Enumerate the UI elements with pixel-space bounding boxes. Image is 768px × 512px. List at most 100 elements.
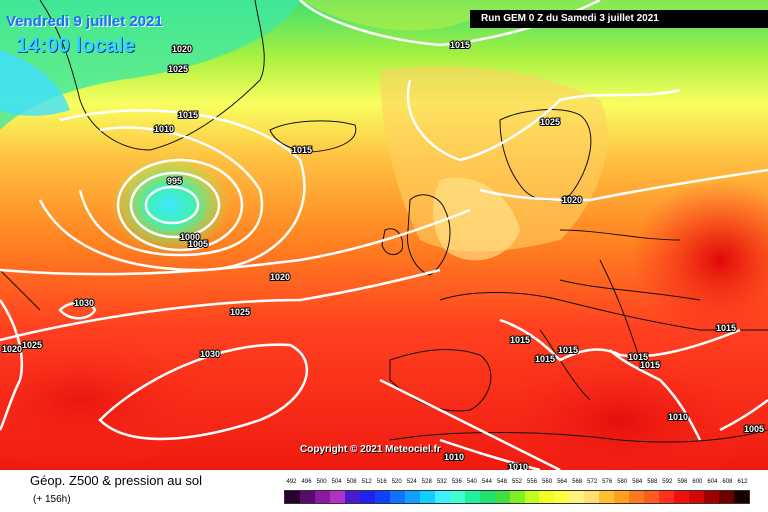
color-scale-swatch: [509, 491, 525, 503]
isobar-label: 1005: [744, 424, 764, 434]
isobar-1015-europe: [499, 318, 741, 362]
color-scale-swatch: [344, 491, 360, 503]
isobar-label: 1025: [22, 340, 42, 350]
isobar-1010-balkans: [609, 349, 702, 441]
color-scale-swatch: [539, 491, 555, 503]
isobar-label: 1015: [558, 345, 578, 355]
ireland-coast: [381, 228, 404, 256]
isobar-label: 1020: [562, 195, 582, 205]
isobar-1020-low: [0, 208, 471, 276]
color-scale-label: 552: [511, 479, 522, 485]
color-scale-label: 496: [301, 479, 312, 485]
isobar-label: 1015: [716, 323, 736, 333]
color-scale-swatch: [374, 491, 390, 503]
isobar-label: 1010: [444, 452, 464, 462]
isobars: [0, 0, 768, 470]
color-scale-label: 492: [286, 479, 297, 485]
isobar-1010: [78, 126, 263, 257]
isobar-label: 1010: [668, 412, 688, 422]
color-scale-label: 516: [376, 479, 387, 485]
color-scale-swatch: [479, 491, 495, 503]
isobar-1015-iberia: [379, 378, 561, 470]
isobar-label: 995: [167, 176, 182, 186]
isobar-label: 1020: [2, 344, 22, 354]
isobar-labels: 1020 1025 1015 1010 995 1000 1005 1015 1…: [1, 39, 765, 470]
isobar-1000: [129, 171, 221, 239]
isobar-label: 1015: [450, 40, 470, 50]
color-scale-label: 564: [557, 479, 568, 485]
z500-hot-region-south: [480, 350, 760, 470]
color-scale-swatch: [584, 491, 600, 503]
color-scale-swatch: [614, 491, 630, 503]
isobar-label: 1010: [154, 124, 174, 134]
isobar-1030-small: [58, 301, 97, 320]
color-scale-label: 556: [527, 479, 538, 485]
color-scale-swatch: [464, 491, 480, 503]
isobar-label: 1010: [508, 462, 528, 470]
z500-hot-region-west: [0, 330, 220, 470]
color-scale-label: 576: [602, 479, 613, 485]
color-scale-swatch: [419, 491, 435, 503]
weather-map: 1020 1025 1015 1010 995 1000 1005 1015 1…: [0, 0, 768, 470]
color-scale-label: 548: [496, 479, 507, 485]
greenland-coast: [39, 0, 265, 151]
color-scale-label: 568: [572, 479, 583, 485]
iceland-coast: [269, 120, 357, 153]
isobar-1030-atlantic: [98, 343, 308, 441]
color-scale-label: 580: [617, 479, 628, 485]
isobar-1005: [116, 158, 244, 252]
color-scale-label: 600: [692, 479, 703, 485]
color-scale-swatch: [524, 491, 540, 503]
color-scale-label: 540: [466, 479, 477, 485]
color-scale-swatch: [404, 491, 420, 503]
coastlines: [0, 0, 768, 443]
z500-green-region: [0, 0, 300, 130]
newfoundland-coast: [0, 269, 41, 311]
isobar-label: 1015: [640, 360, 660, 370]
map-title: Géop. Z500 & pression au sol: [30, 473, 202, 488]
color-scale-swatch: [689, 491, 705, 503]
isobar-label: 1015: [292, 145, 312, 155]
color-scale-swatch: [644, 491, 660, 503]
italy-coast: [539, 329, 591, 401]
isobar-1015-low: [38, 109, 306, 272]
color-scale-swatch: [734, 491, 750, 503]
color-scale-label: 596: [677, 479, 688, 485]
color-scale-swatch: [314, 491, 330, 503]
color-scale-label: 512: [361, 479, 372, 485]
color-scale-swatch: [389, 491, 405, 503]
color-scale-swatch: [629, 491, 645, 503]
color-scale-swatch: [434, 491, 450, 503]
color-scale-label: 560: [542, 479, 553, 485]
color-scale-label: 536: [451, 479, 462, 485]
color-scale-label: 520: [391, 479, 402, 485]
color-scale-swatch: [569, 491, 585, 503]
isobar-label: 1025: [230, 307, 250, 317]
isobar-label: 1030: [74, 298, 94, 308]
forecast-date: Vendredi 9 juillet 2021: [6, 13, 163, 30]
model-run-label: Run GEM 0 Z du Samedi 3 juillet 2021: [470, 10, 768, 28]
color-scale-swatch: [554, 491, 570, 503]
color-scale-swatch: [719, 491, 735, 503]
isobar-label: 1020: [172, 44, 192, 54]
isobar-label: 1025: [168, 64, 188, 74]
color-scale-label: 532: [436, 479, 447, 485]
copyright: Copyright © 2021 Meteociel.fr: [300, 444, 441, 455]
isobar-1010-africa: [439, 438, 541, 470]
color-scale-swatch: [494, 491, 510, 503]
color-scale-label: 504: [331, 479, 342, 485]
scandinavia-coast: [499, 109, 592, 201]
color-scale-label: 528: [421, 479, 432, 485]
isobar-label: 1000: [180, 232, 200, 242]
color-scale-label: 588: [647, 479, 658, 485]
z500-light-region: [433, 177, 520, 261]
iberia-coast: [389, 349, 492, 412]
color-scale-swatch: [329, 491, 345, 503]
isobar-label: 1015: [510, 335, 530, 345]
isobar-1025-ridge: [406, 79, 681, 162]
z500-hot-region-east: [630, 180, 768, 340]
low-pressure-core: [110, 155, 230, 255]
color-scale-label: 592: [662, 479, 673, 485]
isobar-1005-east: [719, 399, 768, 432]
isobar-1020-west: [0, 299, 24, 431]
